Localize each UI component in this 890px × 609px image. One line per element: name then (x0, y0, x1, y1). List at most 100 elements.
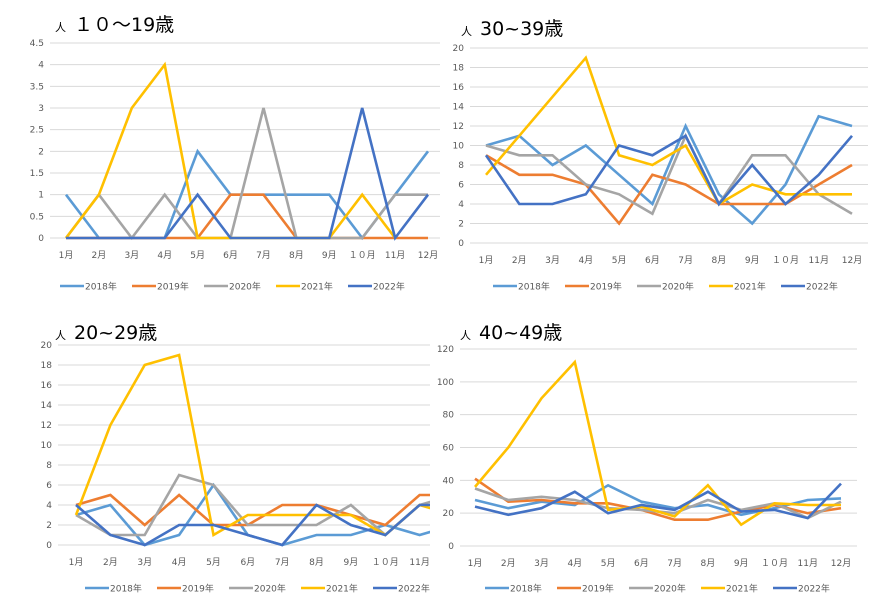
y-tick-label: 6 (46, 481, 52, 491)
x-tick-label: 1月 (479, 255, 494, 266)
y-tick-label: 8 (46, 461, 52, 471)
chart-panel-10-19: 人 １０〜19歳 0 0.5 1 1.5 2 2.5 3 3.5 4 4.5 1月 2月 3月 4月 5月 6月… (0, 0, 445, 305)
legend-label: 2022年 (798, 583, 830, 595)
chart-title: 人 40~49歳 (460, 318, 562, 345)
legend-label: 2022年 (373, 281, 405, 293)
series-line-2022 (75, 503, 430, 547)
legend-label: 2020年 (662, 281, 694, 293)
x-tick-label: 11月 (809, 255, 829, 266)
chart-title-text: 20~29歳 (74, 322, 158, 344)
x-tick-label: 2月 (512, 255, 527, 266)
y-tick-label: 20 (41, 341, 53, 351)
y-tick-label: 100 (437, 378, 454, 388)
x-tick-label: 6月 (240, 557, 255, 568)
y-tick-label: 80 (443, 411, 455, 421)
x-tick-label: 8月 (309, 557, 324, 568)
y-tick-label: 3.5 (30, 82, 44, 92)
legend-label: 2019年 (582, 583, 614, 595)
x-tick-label: 4月 (157, 250, 172, 261)
legend-label: 2020年 (654, 583, 686, 595)
series-line-2021 (485, 55, 852, 206)
y-tick-label: 0 (458, 239, 464, 249)
y-tick-label: 120 (437, 345, 454, 355)
x-tick-label: 6月 (645, 255, 660, 266)
x-tick-label: 11月 (798, 558, 818, 569)
series-line-2022 (66, 107, 430, 241)
y-tick-label: 1.5 (30, 169, 44, 179)
legend-label: 2018年 (85, 281, 117, 293)
y-tick-label: 2 (38, 147, 44, 157)
x-tick-label: 7月 (678, 255, 693, 266)
x-tick-label: 11月 (409, 557, 429, 568)
x-tick-label: 5月 (612, 255, 627, 266)
y-tick-label: 6 (458, 181, 464, 191)
y-tick-label: 0 (38, 234, 44, 244)
y-tick-label: 10 (41, 441, 53, 451)
x-tick-label: 5月 (206, 557, 221, 568)
x-tick-label: 4月 (567, 558, 582, 569)
y-tick-label: 12 (41, 421, 52, 431)
legend-label: 2018年 (110, 583, 142, 595)
x-tick-label: 9月 (322, 250, 337, 261)
x-tick-label: 3月 (137, 557, 152, 568)
x-tick-label: 8月 (712, 255, 727, 266)
x-tick-label: 12月 (418, 250, 438, 261)
x-tick-label: 6月 (223, 250, 238, 261)
chart-title-text: １０〜19歳 (74, 14, 175, 36)
x-tick-label: 9月 (344, 557, 359, 568)
chart-title-text: 30~39歳 (480, 18, 564, 40)
legend-label: 2018年 (518, 281, 550, 293)
x-tick-label: １０月 (372, 557, 399, 568)
x-tick-label: 12月 (842, 255, 862, 266)
y-tick-label: 12 (453, 122, 464, 132)
x-tick-label: 2月 (92, 250, 107, 261)
legend-label: 2021年 (326, 583, 358, 595)
chart-panel-30-39: 人 30~39歳 0 2 4 6 8 10 12 14 16 18 20 1月 2月 3月 4月 5月 6月 7月 8… (445, 0, 890, 305)
y-tick-label: 18 (453, 64, 465, 74)
y-tick-label: 18 (41, 361, 53, 371)
legend-label: 2018年 (510, 583, 542, 595)
line-chart-10-19: 0 0.5 1 1.5 2 2.5 3 3.5 4 4.5 1月 2月 3月 4月 5月 6月 7月 8月 9月 １０… (30, 39, 440, 293)
y-tick-label: 40 (443, 476, 455, 486)
x-tick-label: 12月 (831, 558, 851, 569)
x-tick-label: 5月 (190, 250, 205, 261)
series-line-2018 (485, 114, 853, 226)
x-tick-label: 9月 (734, 558, 749, 569)
x-tick-label: 7月 (275, 557, 290, 568)
x-tick-label: 3月 (545, 255, 560, 266)
y-tick-label: 3 (38, 104, 44, 114)
y-unit-label: 人 (460, 329, 471, 342)
y-tick-label: 4 (458, 200, 464, 210)
legend-label: 2021年 (301, 281, 333, 293)
series-line-2022 (474, 482, 842, 520)
x-tick-label: 1月 (468, 558, 483, 569)
line-chart-20-29: 0 2 4 6 8 10 12 14 16 18 20 1月 2月 3月 4月 5月 6月 7月 8月 9月 １０月 11… (41, 341, 430, 595)
chart-title: 人 20~29歳 (55, 318, 157, 345)
legend-label: 2019年 (157, 281, 189, 293)
y-tick-label: 4 (46, 501, 52, 511)
y-unit-label: 人 (461, 25, 472, 38)
y-tick-label: 16 (453, 83, 465, 93)
y-tick-label: 0 (448, 542, 454, 552)
x-tick-label: 2月 (501, 558, 516, 569)
x-tick-label: １０月 (349, 250, 376, 261)
y-tick-label: 0.5 (30, 212, 44, 222)
x-tick-label: 3月 (534, 558, 549, 569)
x-tick-label: 7月 (256, 250, 271, 261)
x-tick-label: 3月 (124, 250, 139, 261)
series-line-2021 (474, 359, 841, 527)
chart-title: 人 １０〜19歳 (55, 10, 174, 37)
y-tick-label: 16 (41, 381, 53, 391)
legend-label: 2019年 (590, 281, 622, 293)
y-tick-label: 10 (453, 142, 465, 152)
y-unit-label: 人 (55, 21, 66, 34)
y-tick-label: 8 (458, 161, 464, 171)
x-tick-label: 5月 (601, 558, 616, 569)
chart-title-text: 40~49歳 (479, 322, 563, 344)
y-unit-label: 人 (55, 329, 66, 342)
y-tick-label: 1 (38, 191, 44, 201)
x-tick-label: １０月 (772, 255, 799, 266)
chart-panel-20-29: 人 20~29歳 0 2 4 6 8 10 12 14 16 18 20 1月 2月 3月 4月 5月 6月 7月 8… (0, 310, 430, 609)
y-tick-label: 4.5 (30, 39, 44, 49)
legend-label: 2021年 (726, 583, 758, 595)
